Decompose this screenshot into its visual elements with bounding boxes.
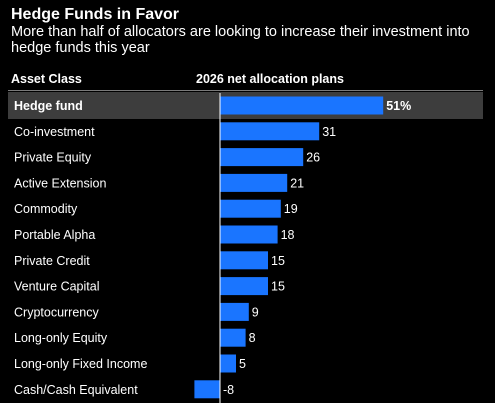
category-label-private-credit: Private Credit <box>14 254 90 268</box>
category-label-commodity: Commodity <box>14 202 78 216</box>
value-label-commodity: 19 <box>284 202 298 216</box>
value-label-cryptocurrency: 9 <box>252 305 259 319</box>
bar-private-equity <box>220 148 304 167</box>
value-label-long-only-fixed-income: 5 <box>239 357 246 371</box>
bar-cash-cash-equivalent <box>194 380 220 399</box>
category-label-cryptocurrency: Cryptocurrency <box>14 305 99 319</box>
bar-long-only-fixed-income <box>220 354 236 373</box>
value-label-co-investment: 31 <box>322 125 336 139</box>
value-label-active-extension: 21 <box>290 176 304 190</box>
value-label-portable-alpha: 18 <box>281 228 295 242</box>
category-label-venture-capital: Venture Capital <box>14 280 99 294</box>
category-label-co-investment: Co-investment <box>14 125 95 139</box>
category-label-active-extension: Active Extension <box>14 176 106 190</box>
bar-co-investment <box>220 122 320 141</box>
bar-portable-alpha <box>220 225 278 244</box>
category-label-private-equity: Private Equity <box>14 151 92 165</box>
value-label-long-only-equity: 8 <box>249 331 256 345</box>
chart-title: Hedge Funds in Favor <box>11 6 180 23</box>
chart-subtitle: More than half of allocators are looking… <box>11 24 470 56</box>
value-label-private-equity: 26 <box>306 151 320 165</box>
bar-active-extension <box>220 173 288 192</box>
bar-long-only-equity <box>220 328 246 347</box>
bar-cryptocurrency <box>220 302 249 321</box>
value-label-cash-cash-equivalent: -8 <box>223 383 234 397</box>
category-label-cash-cash-equivalent: Cash/Cash Equivalent <box>14 383 138 397</box>
value-label-private-credit: 15 <box>271 254 285 268</box>
column-header-allocation: 2026 net allocation plans <box>196 72 344 86</box>
category-label-long-only-equity: Long-only Equity <box>14 331 108 345</box>
bar-venture-capital <box>220 277 268 296</box>
header-divider <box>8 90 483 91</box>
column-header-asset-class: Asset Class <box>11 72 82 86</box>
value-label-hedge-fund: 51% <box>386 99 411 113</box>
bar-hedge-fund <box>220 96 384 115</box>
value-label-venture-capital: 15 <box>271 280 285 294</box>
category-label-long-only-fixed-income: Long-only Fixed Income <box>14 357 147 371</box>
bar-commodity <box>220 199 281 218</box>
bar-private-credit <box>220 251 268 270</box>
category-label-hedge-fund: Hedge fund <box>14 99 83 113</box>
category-label-portable-alpha: Portable Alpha <box>14 228 95 242</box>
